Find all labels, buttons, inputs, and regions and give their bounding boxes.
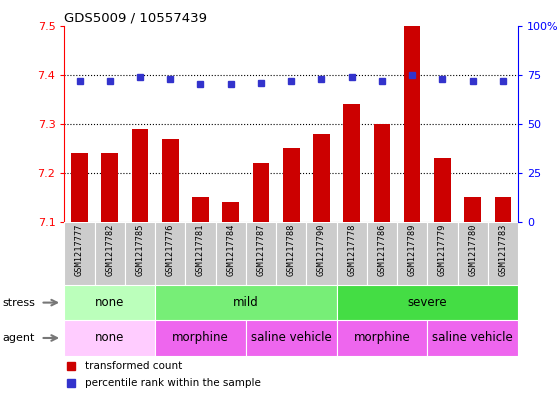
Text: saline vehicle: saline vehicle <box>251 331 332 345</box>
Bar <box>125 222 155 285</box>
Bar <box>64 320 155 356</box>
Text: GSM1217783: GSM1217783 <box>498 224 507 276</box>
Bar <box>155 320 246 356</box>
Text: GSM1217785: GSM1217785 <box>136 224 144 276</box>
Bar <box>155 285 337 320</box>
Text: percentile rank within the sample: percentile rank within the sample <box>85 378 261 388</box>
Bar <box>216 222 246 285</box>
Bar <box>367 222 397 285</box>
Text: GSM1217787: GSM1217787 <box>256 224 265 276</box>
Bar <box>343 104 360 222</box>
Bar <box>434 158 451 222</box>
Text: GSM1217779: GSM1217779 <box>438 224 447 276</box>
Bar <box>313 134 330 222</box>
Bar <box>427 320 518 356</box>
Text: GSM1217776: GSM1217776 <box>166 224 175 276</box>
Text: saline vehicle: saline vehicle <box>432 331 513 345</box>
Bar <box>246 320 337 356</box>
Text: GSM1217786: GSM1217786 <box>377 224 386 276</box>
Text: none: none <box>95 296 124 309</box>
Bar <box>95 222 125 285</box>
Bar <box>458 222 488 285</box>
Bar <box>185 222 216 285</box>
Text: GSM1217788: GSM1217788 <box>287 224 296 276</box>
Text: GSM1217790: GSM1217790 <box>317 224 326 276</box>
Text: transformed count: transformed count <box>85 360 182 371</box>
Bar <box>337 320 427 356</box>
Bar <box>337 222 367 285</box>
Bar <box>101 153 118 222</box>
Bar <box>253 163 269 222</box>
Bar <box>283 148 300 222</box>
Text: morphine: morphine <box>353 331 410 345</box>
Bar <box>246 222 276 285</box>
Bar <box>222 202 239 222</box>
Text: GSM1217778: GSM1217778 <box>347 224 356 276</box>
Bar <box>427 222 458 285</box>
Bar <box>71 153 88 222</box>
Text: GDS5009 / 10557439: GDS5009 / 10557439 <box>64 11 207 24</box>
Bar <box>155 222 185 285</box>
Bar <box>404 26 421 222</box>
Bar <box>306 222 337 285</box>
Bar <box>192 197 209 222</box>
Bar <box>276 222 306 285</box>
Bar <box>64 285 155 320</box>
Text: severe: severe <box>408 296 447 309</box>
Text: GSM1217781: GSM1217781 <box>196 224 205 276</box>
Bar <box>374 124 390 222</box>
Text: GSM1217780: GSM1217780 <box>468 224 477 276</box>
Text: mild: mild <box>233 296 259 309</box>
Bar <box>337 285 518 320</box>
Text: agent: agent <box>3 333 35 343</box>
Text: GSM1217789: GSM1217789 <box>408 224 417 276</box>
Bar <box>162 138 179 222</box>
Bar <box>132 129 148 222</box>
Text: morphine: morphine <box>172 331 229 345</box>
Text: none: none <box>95 331 124 345</box>
Text: GSM1217784: GSM1217784 <box>226 224 235 276</box>
Bar <box>64 222 95 285</box>
Bar <box>464 197 481 222</box>
Bar <box>488 222 518 285</box>
Bar <box>494 197 511 222</box>
Text: GSM1217777: GSM1217777 <box>75 224 84 276</box>
Bar <box>397 222 427 285</box>
Text: GSM1217782: GSM1217782 <box>105 224 114 276</box>
Text: stress: stress <box>3 298 36 308</box>
